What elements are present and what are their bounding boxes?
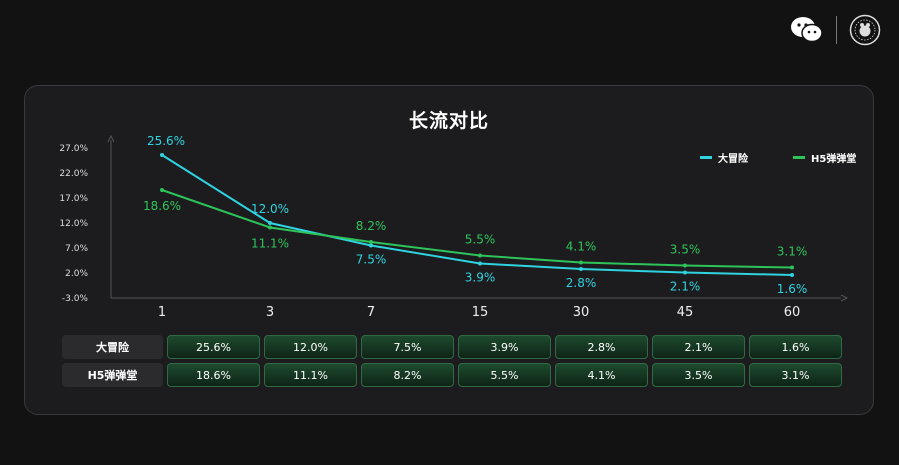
table-cell: 3.5% — [652, 363, 745, 387]
data-label-series-2: 3.1% — [777, 245, 808, 259]
data-point — [268, 221, 272, 225]
y-tick-label: 7.0% — [65, 244, 88, 254]
x-axis-arrow — [840, 294, 849, 302]
data-label-series-1: 2.8% — [566, 276, 597, 290]
data-label-series-1: 1.6% — [777, 282, 808, 296]
data-point — [369, 240, 373, 244]
data-point — [790, 273, 794, 277]
x-tick-label: 7 — [367, 305, 375, 320]
table-row-label: H5弹弹堂 — [62, 363, 163, 387]
chart-title: 长流对比 — [408, 110, 489, 132]
data-label-series-2: 11.1% — [251, 237, 289, 251]
y-tick-label: 17.0% — [59, 194, 88, 204]
table-cell: 3.9% — [458, 335, 551, 359]
table-cell: 5.5% — [458, 363, 551, 387]
channel-logo — [849, 14, 881, 46]
data-point — [683, 270, 687, 275]
x-tick-label: 15 — [472, 305, 489, 320]
x-tick-label: 3 — [266, 305, 274, 320]
table-cell: 25.6% — [167, 335, 260, 359]
wechat-icon[interactable] — [790, 16, 824, 44]
table-cell: 8.2% — [361, 363, 454, 387]
data-point — [683, 263, 687, 268]
table-cell: 7.5% — [361, 335, 454, 359]
table-cell: 12.0% — [264, 335, 357, 359]
table-row-label: 大冒险 — [62, 335, 163, 359]
table-cell: 3.1% — [749, 363, 842, 387]
y-tick-label: 12.0% — [59, 219, 88, 229]
data-point — [579, 260, 583, 265]
data-label-series-1: 12.0% — [251, 202, 289, 216]
table-cell: 18.6% — [167, 363, 260, 387]
legend-label-series-1: 大冒险 — [718, 154, 748, 165]
header-divider — [836, 16, 837, 44]
data-label-series-2: 3.5% — [670, 243, 701, 257]
table-cell: 4.1% — [555, 363, 648, 387]
legend-item-series-1: 大冒险 — [700, 150, 748, 165]
data-point — [268, 225, 272, 230]
data-point — [579, 267, 583, 271]
line-chart: 27.0% 22.0% 17.0% 12.0% 7.0% 2.0% -3.0% 1 3 7 15 30… — [59, 134, 849, 320]
data-label-series-1: 7.5% — [356, 253, 387, 267]
x-tick-label: 60 — [784, 305, 801, 320]
data-table: 大冒险 25.6% 12.0% 7.5% 3.9% 2.8% 2.1% 1.6%… — [62, 335, 842, 391]
table-row: 大冒险 25.6% 12.0% 7.5% 3.9% 2.8% 2.1% 1.6% — [62, 335, 842, 359]
data-label-series-1: 3.9% — [465, 271, 496, 285]
y-tick-label: 27.0% — [59, 144, 88, 154]
data-point — [160, 188, 164, 192]
data-label-series-1: 2.1% — [670, 280, 701, 294]
legend-item-series-2: H5弹弹堂 — [793, 150, 856, 165]
legend-label-series-2: H5弹弹堂 — [811, 154, 857, 165]
data-label-series-2: 5.5% — [465, 233, 496, 247]
y-tick-label: 2.0% — [65, 269, 88, 279]
y-tick-label: -3.0% — [62, 294, 89, 304]
data-point — [160, 153, 164, 157]
table-cell: 2.1% — [652, 335, 745, 359]
x-tick-label: 30 — [573, 305, 590, 320]
legend-swatch-series-2 — [793, 156, 805, 159]
header-icons — [790, 14, 881, 46]
data-label-series-2: 4.1% — [566, 240, 597, 254]
data-label-series-1: 25.6% — [147, 134, 185, 148]
data-point — [369, 243, 373, 248]
y-tick-label: 22.0% — [59, 169, 88, 179]
table-cell: 2.8% — [555, 335, 648, 359]
table-row: H5弹弹堂 18.6% 11.1% 8.2% 5.5% 4.1% 3.5% 3.… — [62, 363, 842, 387]
data-point — [478, 253, 482, 258]
table-cell: 11.1% — [264, 363, 357, 387]
table-cell: 1.6% — [749, 335, 842, 359]
x-tick-label: 45 — [677, 305, 694, 320]
y-axis-arrow — [107, 134, 115, 143]
legend-swatch-series-1 — [700, 156, 712, 159]
data-point — [790, 265, 794, 270]
data-label-series-2: 18.6% — [143, 199, 181, 213]
x-tick-label: 1 — [158, 305, 166, 320]
data-point — [478, 261, 482, 266]
data-label-series-2: 8.2% — [356, 219, 387, 233]
chart-panel: 长流对比 大冒险 H5弹弹堂 27.0% 22.0% 17.0% 12.0% 7.0% 2… — [24, 85, 874, 415]
